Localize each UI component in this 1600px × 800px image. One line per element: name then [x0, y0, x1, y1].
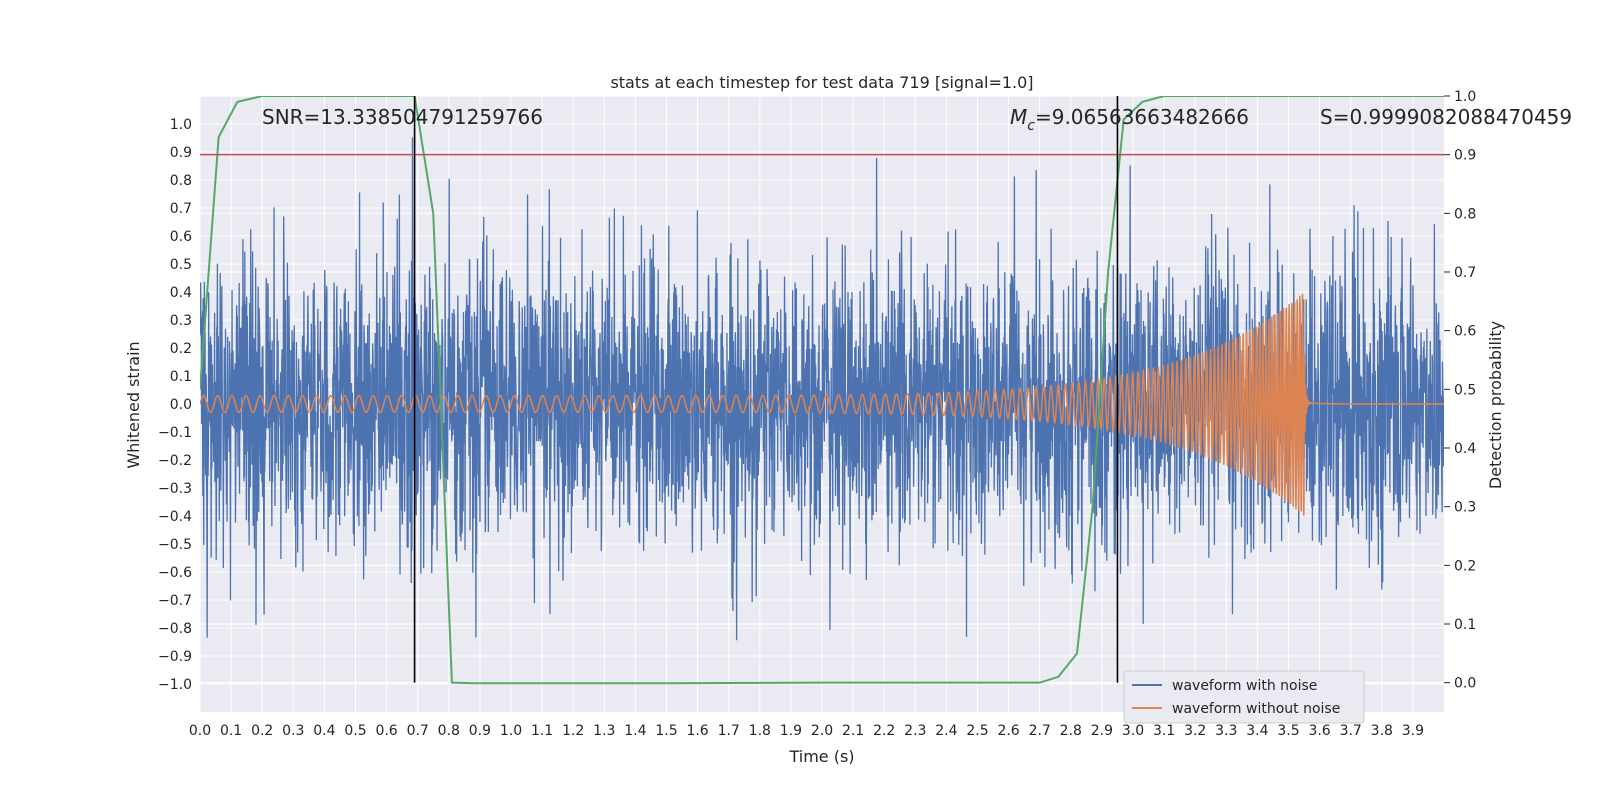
x-tick-label: 3.4 [1246, 723, 1268, 739]
x-tick-label: 1.9 [780, 723, 802, 739]
y2-axis-label: Detection probability [1486, 321, 1505, 489]
x-tick-label: 1.8 [749, 723, 771, 739]
y-tick-label: −0.2 [158, 453, 192, 469]
x-tick-label: 0.6 [375, 723, 397, 739]
x-tick-label: 3.0 [1122, 723, 1144, 739]
snr-annotation: SNR=13.338504791259766 [262, 105, 543, 129]
y-tick-label: −1.0 [158, 677, 192, 693]
x-tick-label: 3.9 [1402, 723, 1424, 739]
y2-tick-labels: 1.0 0.9 0.8 0.7 0.6 0.5 0.4 0.3 0.2 0.1 0.0 [1444, 89, 1476, 692]
mc-annotation: Mc=9.06563663482666 [1010, 105, 1249, 134]
series-waveform-without-noise [200, 293, 1444, 516]
line-detection-probability [200, 96, 1444, 685]
y2-tick-label: 0.6 [1454, 324, 1476, 340]
y2-tick-label: 0.5 [1454, 382, 1476, 398]
x-tick-label: 2.3 [904, 723, 926, 739]
y2-tick-label: 1.0 [1454, 89, 1476, 105]
x-tick-label: 2.1 [842, 723, 864, 739]
y-tick-label: 0.0 [170, 397, 192, 413]
y-axis-label: Whitened strain [124, 341, 143, 468]
x-tick-label: 0.2 [251, 723, 273, 739]
x-tick-label: 1.4 [624, 723, 646, 739]
x-tick-label: 2.4 [935, 723, 957, 739]
y-tick-label: 0.8 [170, 173, 192, 189]
y-tick-label: 0.4 [170, 285, 192, 301]
line-waveform-without-noise [200, 293, 1444, 516]
y2-tick-label: 0.3 [1454, 500, 1476, 516]
x-tick-label: 0.9 [469, 723, 491, 739]
y-tick-label: 0.9 [170, 145, 192, 161]
x-tick-label: 0.5 [344, 723, 366, 739]
y-tick-label: −0.8 [158, 621, 192, 637]
y2-tick-label: 0.7 [1454, 265, 1476, 281]
x-tick-label: 0.4 [313, 723, 335, 739]
vertical-markers [413, 96, 1119, 683]
legend: waveform with noise waveform without noi… [1123, 670, 1365, 724]
y-tick-label: 0.2 [170, 341, 192, 357]
x-tick-label: 3.1 [1153, 723, 1175, 739]
y-tick-label: 0.7 [170, 201, 192, 217]
y2-tick-label: 0.4 [1454, 441, 1476, 457]
x-tick-label: 1.1 [531, 723, 553, 739]
y-tick-label: −0.6 [158, 565, 192, 581]
mc-subscript: c [1027, 118, 1035, 134]
x-tick-label: 1.2 [562, 723, 584, 739]
x-tick-label: 3.8 [1371, 723, 1393, 739]
x-tick-label: 3.2 [1184, 723, 1206, 739]
y2-tick-label: 0.1 [1454, 617, 1476, 633]
x-tick-label: 1.5 [655, 723, 677, 739]
x-tick-label: 1.3 [593, 723, 615, 739]
x-tick-label: 1.0 [500, 723, 522, 739]
x-tick-label: 2.7 [1029, 723, 1051, 739]
x-axis-label: Time (s) [788, 747, 854, 766]
y-tick-labels: 1.0 0.9 0.8 0.7 0.6 0.5 0.4 0.3 0.2 0.1 0.0 −0.1 −0.… [158, 117, 192, 693]
x-tick-label: 2.9 [1091, 723, 1113, 739]
x-tick-label: 3.7 [1340, 723, 1362, 739]
y2-tick-label: 0.0 [1454, 676, 1476, 692]
x-tick-label: 0.8 [438, 723, 460, 739]
x-tick-label: 3.3 [1215, 723, 1237, 739]
y-tick-label: −0.4 [158, 509, 192, 525]
y-tick-label: −0.7 [158, 593, 192, 609]
y-tick-label: −0.9 [158, 649, 192, 665]
s-annotation: S=0.9999082088470459 [1320, 105, 1572, 129]
x-tick-label: 3.5 [1277, 723, 1299, 739]
chart-title: stats at each timestep for test data 719… [610, 73, 1033, 92]
x-tick-label: 2.8 [1060, 723, 1082, 739]
y-tick-label: 0.3 [170, 313, 192, 329]
legend-label-noise: waveform with noise [1172, 678, 1317, 694]
y-tick-label: 0.6 [170, 229, 192, 245]
x-tick-label: 2.6 [997, 723, 1019, 739]
series-detection-probability [200, 96, 1444, 685]
y2-tick-label: 0.8 [1454, 206, 1476, 222]
mc-symbol: M [1010, 105, 1027, 129]
y-tick-label: −0.3 [158, 481, 192, 497]
y2-tick-label: 0.9 [1454, 148, 1476, 164]
y-tick-label: −0.5 [158, 537, 192, 553]
x-tick-label: 0.3 [282, 723, 304, 739]
x-tick-label: 0.1 [220, 723, 242, 739]
x-tick-label: 2.2 [873, 723, 895, 739]
x-tick-labels: 0.0 0.1 0.2 0.3 0.4 0.5 0.6 0.7 0.8 0.9 1.0 1.1 1.2 1… [189, 723, 1424, 739]
legend-box [1123, 670, 1365, 724]
x-tick-label: 2.0 [811, 723, 833, 739]
x-tick-label: 2.5 [966, 723, 988, 739]
legend-label-clean: waveform without noise [1172, 701, 1340, 717]
y-tick-label: 1.0 [170, 117, 192, 133]
y-tick-label: 0.5 [170, 257, 192, 273]
y2-tick-label: 0.2 [1454, 558, 1476, 574]
x-tick-label: 1.7 [718, 723, 740, 739]
x-tick-label: 0.7 [407, 723, 429, 739]
y-tick-label: 0.1 [170, 369, 192, 385]
x-tick-label: 1.6 [686, 723, 708, 739]
mc-value: =9.06563663482666 [1035, 105, 1249, 129]
x-tick-label: 0.0 [189, 723, 211, 739]
x-tick-label: 3.6 [1308, 723, 1330, 739]
y-tick-label: −0.1 [158, 425, 192, 441]
plot-area [200, 96, 1444, 685]
